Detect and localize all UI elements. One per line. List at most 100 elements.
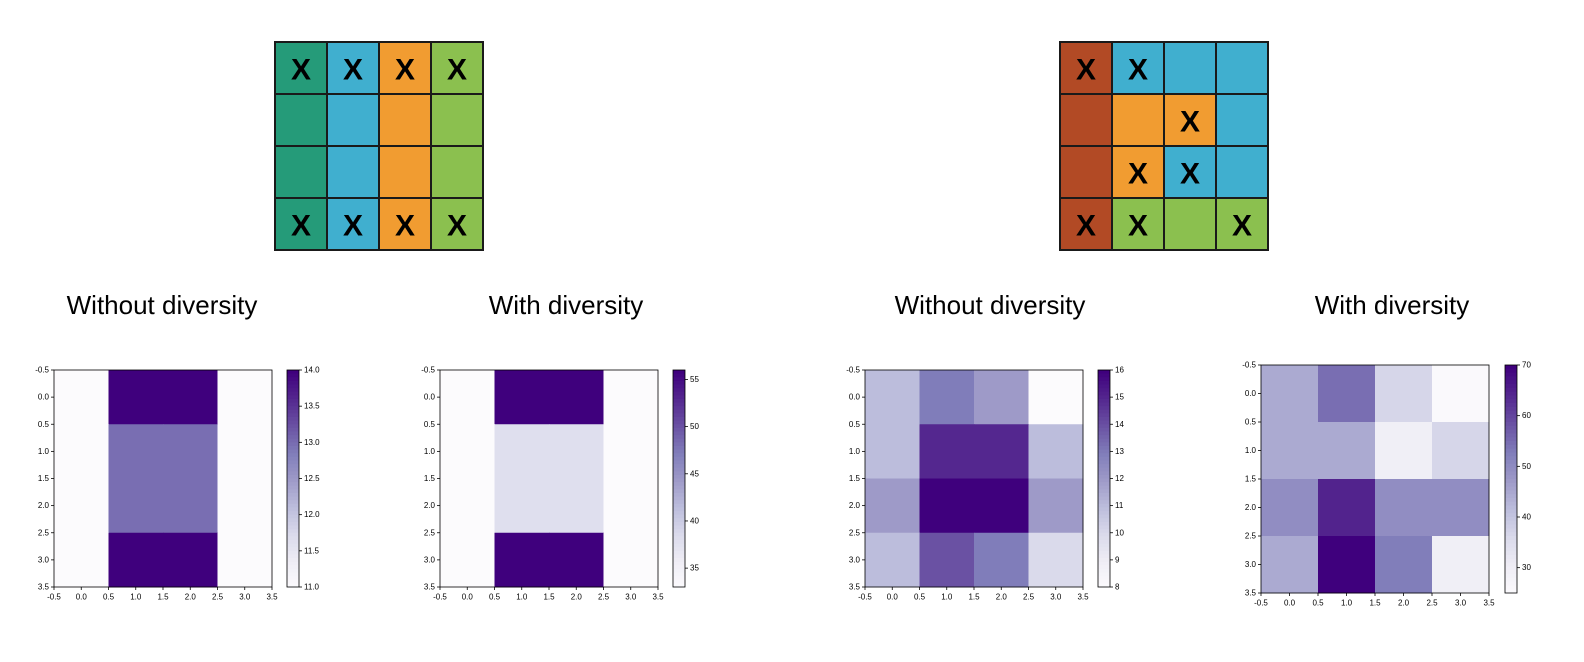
- colorbar-segment: [1505, 501, 1517, 507]
- heatmap-cell: [1432, 536, 1490, 594]
- y-tick-label: 0.0: [424, 393, 436, 402]
- colorbar-segment: [1505, 456, 1517, 461]
- colorbar-segment: [1505, 460, 1517, 465]
- colorbar-segment: [1098, 568, 1110, 574]
- colorbar-segment: [1505, 441, 1517, 446]
- x-tick-label: -0.5: [1254, 599, 1268, 608]
- x-tick-label: 0.0: [462, 593, 474, 602]
- x-mark: X: [447, 210, 467, 243]
- colorbar-segment: [1098, 500, 1110, 505]
- colorbar-segment: [673, 380, 685, 386]
- colorbar-segment: [1505, 399, 1517, 404]
- heatmap-cell: [549, 478, 604, 534]
- colorbar-segment: [287, 579, 299, 584]
- heatmap-cell: [1261, 536, 1319, 594]
- colorbar-segment: [1098, 474, 1110, 480]
- colorbar-segment: [673, 417, 685, 422]
- grid-cell: [378, 93, 432, 147]
- colorbar-segment: [673, 409, 685, 414]
- grid-cell: [1215, 197, 1269, 251]
- colorbar-segment: [287, 464, 299, 469]
- colorbar-segment: [287, 503, 299, 509]
- colorbar-segment: [287, 435, 299, 440]
- x-mark: X: [1076, 210, 1096, 243]
- colorbar-segment: [1505, 513, 1517, 518]
- heatmap-cell: [440, 532, 495, 588]
- y-tick-label: 3.0: [38, 555, 50, 564]
- heatmap-cell: [1318, 422, 1376, 480]
- y-tick-label: 2.0: [424, 501, 436, 510]
- colorbar-tick-label: 14: [1115, 420, 1124, 429]
- heatmap-cell: [440, 424, 495, 479]
- colorbar-segment: [1505, 471, 1517, 476]
- colorbar-segment: [1098, 409, 1110, 414]
- colorbar-segment: [287, 543, 299, 548]
- grid-cell: [274, 197, 328, 251]
- grid-cell: [1163, 41, 1217, 95]
- x-tick-label: 3.5: [1077, 593, 1089, 602]
- x-tick-label: 3.0: [1455, 599, 1467, 608]
- heatmap-cell: [217, 424, 273, 479]
- y-tick-label: 0.0: [38, 393, 50, 402]
- colorbar-segment: [287, 370, 299, 375]
- x-mark: X: [447, 54, 467, 87]
- heatmap-cell: [865, 424, 920, 479]
- colorbar-segment: [1098, 496, 1110, 501]
- heatmap-cell: [54, 424, 109, 479]
- colorbar-frame: [1504, 364, 1518, 594]
- x-tick-label: -0.5: [858, 593, 872, 602]
- colorbar-segment: [1098, 576, 1110, 581]
- colorbar-segment: [673, 370, 685, 375]
- colorbar-segment: [673, 511, 685, 516]
- colorbar-segment: [1505, 376, 1517, 381]
- grid-cell: [1215, 93, 1269, 147]
- y-tick-label: 2.5: [1245, 532, 1257, 541]
- x-tick-label: 3.0: [1050, 593, 1062, 602]
- x-tick-label: 2.0: [996, 593, 1008, 602]
- colorbar-segment: [287, 518, 299, 523]
- x-mark: X: [395, 54, 415, 87]
- colorbar-segment: [1098, 547, 1110, 552]
- heatmap-cell: [974, 478, 1029, 534]
- y-tick-label: 2.5: [424, 528, 436, 537]
- x-tick-label: -0.5: [433, 593, 447, 602]
- colorbar-segment: [287, 558, 299, 563]
- colorbar-segment: [1098, 467, 1110, 472]
- y-tick-label: -0.5: [1242, 361, 1256, 370]
- x-mark: X: [1180, 106, 1200, 139]
- colorbar-segment: [1098, 471, 1110, 476]
- colorbar-segment: [673, 471, 685, 476]
- colorbar-segment: [1505, 479, 1517, 484]
- heatmap-cell: [1028, 478, 1084, 534]
- x-mark: X: [343, 54, 363, 87]
- grid-cell: [430, 145, 484, 199]
- colorbar-segment: [1098, 464, 1110, 469]
- colorbar-segment: [673, 518, 685, 523]
- grid-cell: [1111, 93, 1165, 147]
- colorbar-segment: [1098, 395, 1110, 400]
- colorbar-segment: [673, 388, 685, 393]
- colorbar-segment: [287, 453, 299, 458]
- colorbar-segment: [1098, 460, 1110, 465]
- colorbar-segment: [1098, 561, 1110, 566]
- colorbar-segment: [1098, 373, 1110, 378]
- heatmap-cell: [494, 532, 550, 588]
- colorbar-segment: [287, 431, 299, 436]
- colorbar-segment: [1505, 532, 1517, 537]
- colorbar-segment: [673, 398, 685, 404]
- colorbar-segment: [1098, 543, 1110, 548]
- colorbar-segment: [1098, 424, 1110, 429]
- colorbar-segment: [1098, 391, 1110, 396]
- colorbar-segment: [287, 384, 299, 389]
- colorbar-segment: [1505, 498, 1517, 503]
- heatmap-cell: [974, 424, 1029, 479]
- colorbar-tick-label: 13.5: [304, 402, 320, 411]
- colorbar-segment: [1098, 413, 1110, 418]
- heatmap-cell: [919, 424, 975, 479]
- colorbar-segment: [673, 514, 685, 519]
- heatmap-cell: [974, 532, 1029, 588]
- colorbar-segment: [287, 514, 299, 519]
- chart-title: With diversity: [489, 290, 644, 320]
- colorbar-segment: [1505, 562, 1517, 567]
